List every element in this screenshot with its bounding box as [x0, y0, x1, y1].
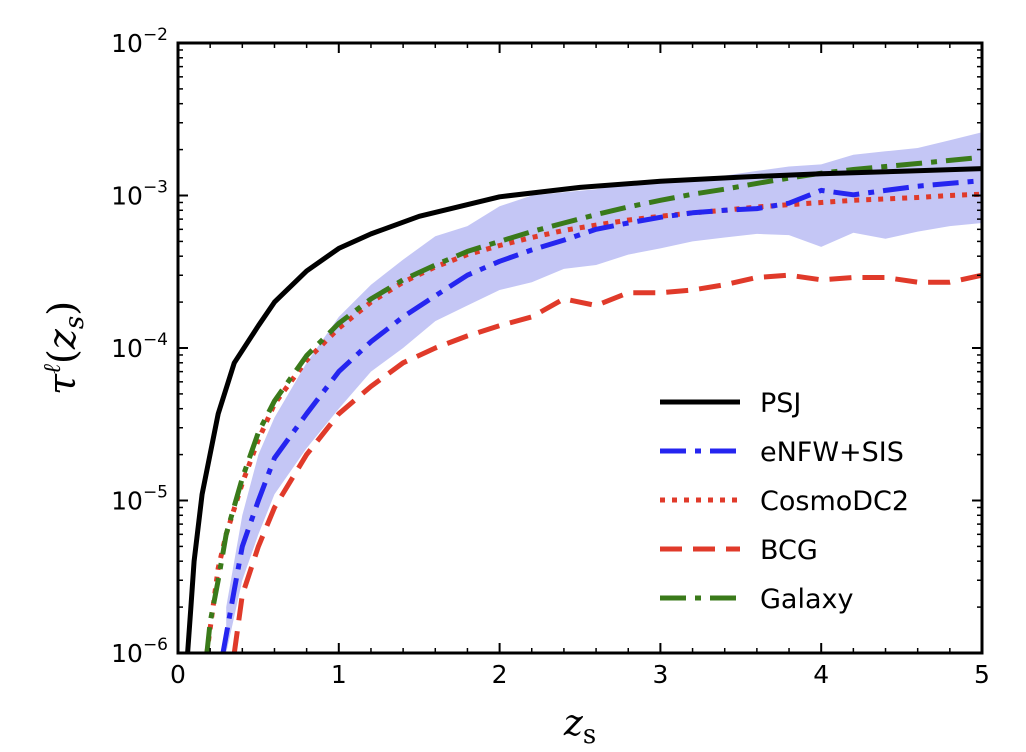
- legend-item-enfw-sis: eNFW+SIS: [660, 437, 904, 468]
- x-tick-label: 5: [974, 660, 990, 689]
- legend: PSJ eNFW+SIS CosmoDC2 BCG Galaxy: [660, 388, 909, 615]
- plot-frame: [176, 41, 984, 655]
- legend-item-cosmodc2: CosmoDC2: [660, 486, 909, 517]
- series-line-enfw-sis: [220, 178, 982, 653]
- y-tick-label: 10−2: [111, 25, 168, 58]
- x-axis-label: zs: [563, 703, 596, 750]
- legend-item-bcg: BCG: [660, 535, 818, 566]
- scatter-band: [226, 132, 982, 653]
- confidence-band-layer: [226, 132, 982, 653]
- legend-label: CosmoDC2: [760, 486, 909, 517]
- x-tick-label: 0: [170, 660, 186, 689]
- tick-layer: 0 1 2 3 4 5 10−6 10−5 10−4 10−3 10−2: [111, 25, 990, 689]
- axis-labels: zs τℓ(zs): [38, 301, 596, 750]
- y-tick-label: 10−6: [111, 635, 168, 668]
- y-tick-label: 10−5: [111, 483, 168, 516]
- legend-label: PSJ: [760, 388, 801, 419]
- series-line-bcg: [231, 272, 982, 653]
- series-line-cosmodc2: [204, 191, 982, 653]
- x-tick-label: 3: [652, 660, 668, 689]
- series-layer: [185, 154, 982, 653]
- legend-label: BCG: [760, 535, 818, 566]
- series-line-psj: [185, 166, 982, 653]
- x-tick-label: 4: [813, 660, 829, 689]
- x-tick-label: 1: [331, 660, 347, 689]
- legend-item-psj: PSJ: [660, 388, 801, 419]
- legend-item-galaxy: Galaxy: [660, 584, 853, 615]
- legend-label: Galaxy: [760, 584, 853, 615]
- x-tick-label: 2: [492, 660, 508, 689]
- y-tick-label: 10−3: [111, 178, 168, 211]
- y-tick-label: 10−4: [111, 330, 168, 363]
- y-axis-label: τℓ(zs): [38, 301, 90, 395]
- legend-label: eNFW+SIS: [760, 437, 904, 468]
